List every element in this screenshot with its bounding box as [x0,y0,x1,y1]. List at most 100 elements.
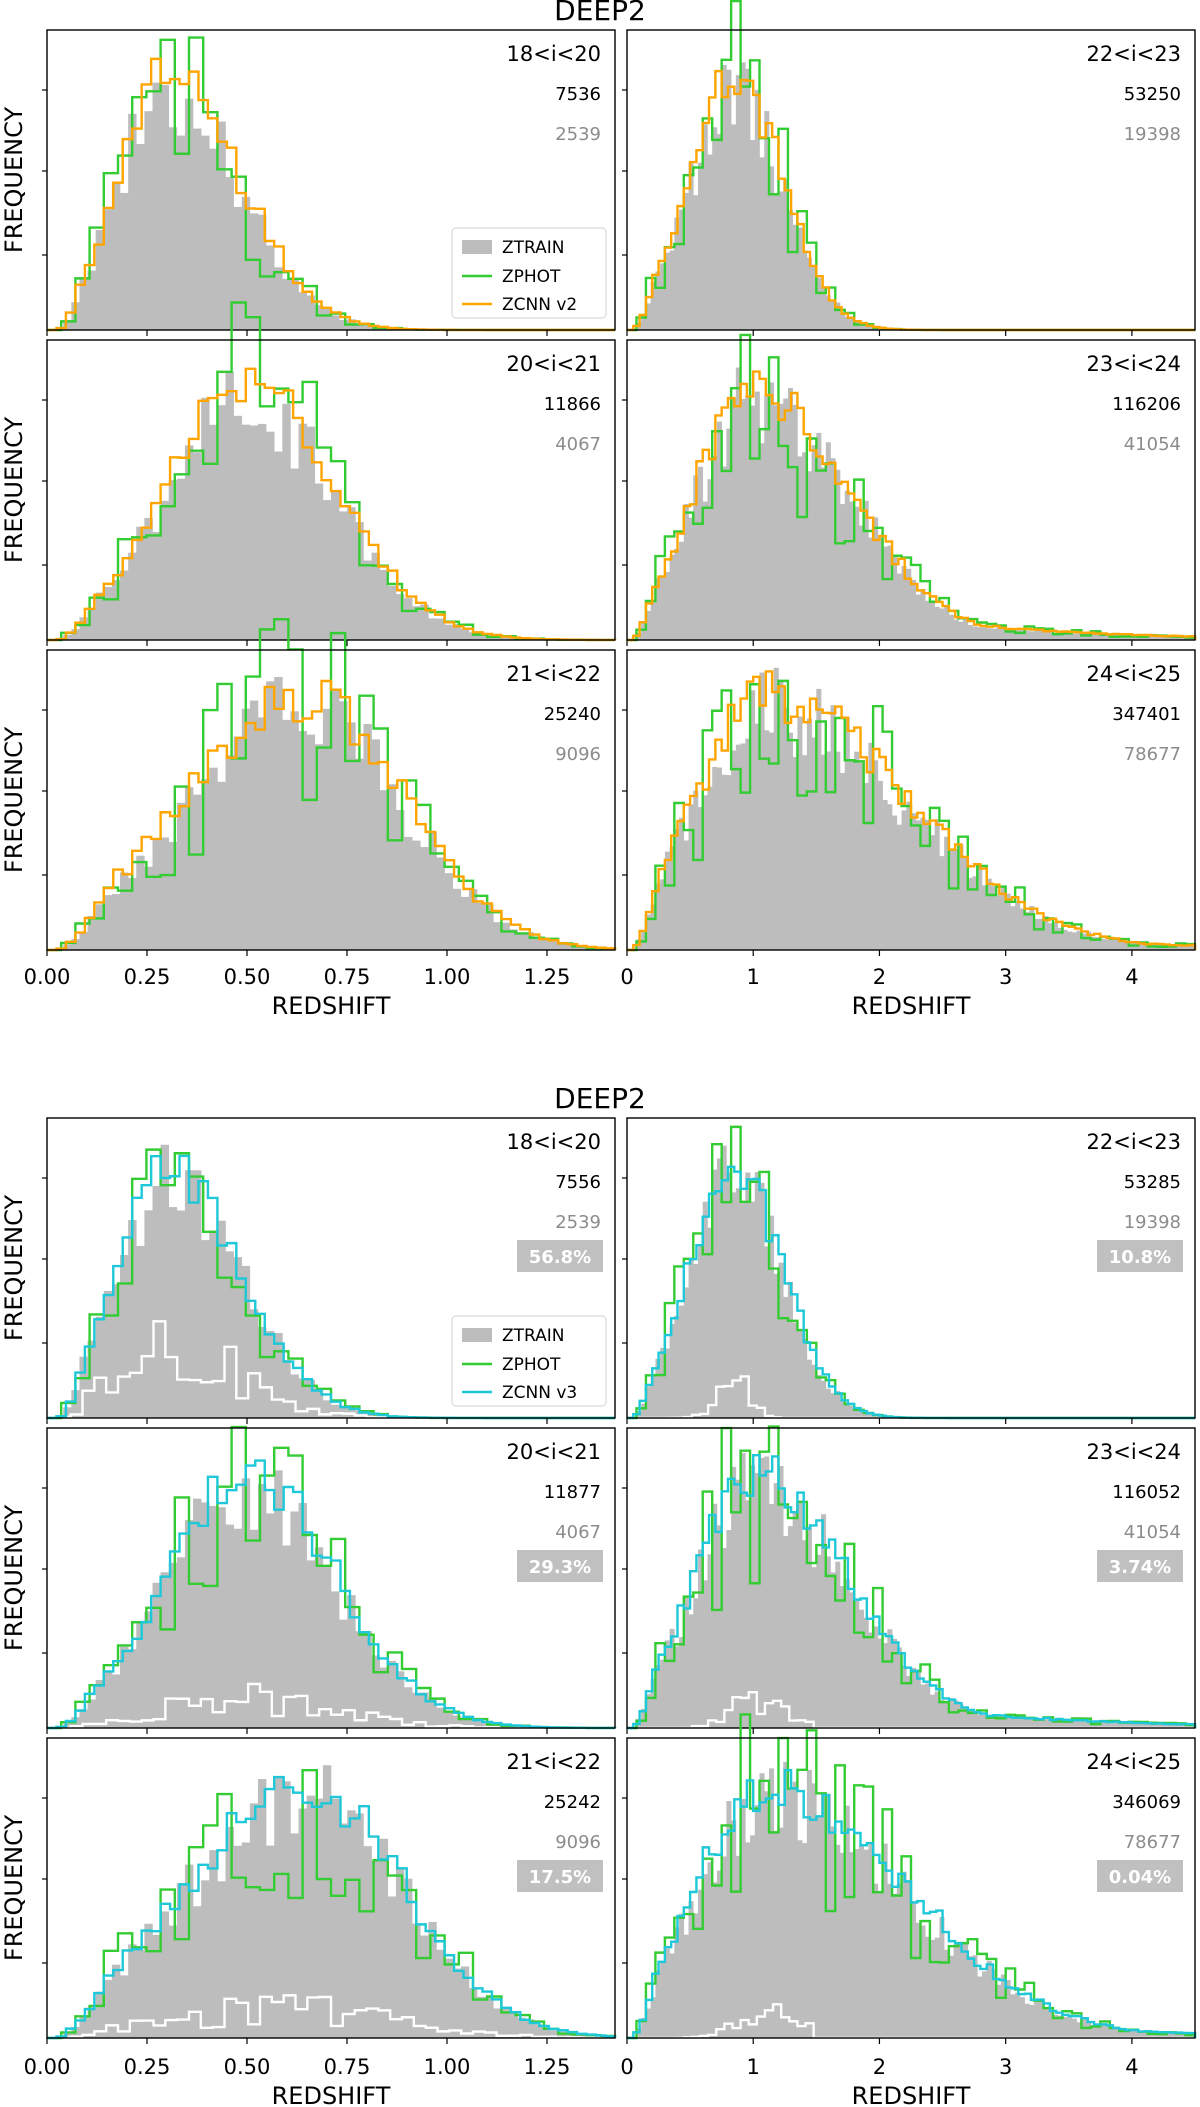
ztrain-bar [986,1960,992,2038]
y-axis-label: FREQUENCY [0,417,28,564]
sample-count-label: 53285 [1124,1172,1181,1193]
ztrain-bar [111,1674,121,1728]
ztrain-bar [322,307,332,330]
ztrain-bar [693,790,699,950]
ztrain-bar [721,1547,727,1728]
ztrain-bar [825,1556,831,1728]
ztrain-bar [650,602,656,640]
ztrain-bar [877,780,883,950]
sample-count-label: 25240 [544,704,601,725]
ztrain-bar [355,323,364,330]
ztrain-bar [816,1816,822,2038]
ztrain-bar [944,1949,950,2038]
ztrain-bar [509,637,518,640]
ztrain-bar [136,1245,145,1418]
ztrain-bar [314,1389,324,1418]
ztrain-bar [887,1883,893,2038]
ztrain-bar [201,1502,210,1728]
ztrain-bar [1076,1719,1082,1728]
ztrain-bar [395,1867,405,2038]
ztrain-bar [1114,1722,1120,1728]
ztrain-bar [1133,1722,1139,1728]
magnitude-range-label: 23<i<24 [1087,352,1181,376]
ztrain-bar [906,1882,912,2038]
ztrain-bar [830,705,836,950]
ztrain-bar [953,1700,959,1728]
ztrain-bar [217,121,226,330]
ztrain-bar [339,701,348,950]
ztrain-bar [821,287,827,330]
ztrain-bar [1171,2033,1177,2038]
ztrain-bar [977,1976,983,2038]
ztrain-bar [679,1913,685,2038]
training-count-label: 41054 [1124,1522,1181,1543]
ztrain-bar [726,1530,732,1728]
ztrain-bar [541,938,551,950]
legend: ZTRAIN ZPHOT ZCNN v3 [451,1315,607,1407]
ztrain-bar [168,842,178,950]
ztrain-bar [1010,1994,1016,2038]
ztrain-bar [929,600,935,640]
ztrain-bar [558,941,567,950]
ztrain-bar [731,750,737,950]
ztrain-bar [566,944,575,950]
ztrain-bar [773,1273,779,1418]
ztrain-bar [274,676,283,950]
ztrain-bar [468,1988,478,2038]
ztrain-bar [797,716,803,950]
ztrain-bar [915,1922,921,2038]
ztrain-bar [660,575,666,640]
ztrain-bar [693,1913,699,2038]
ztrain-bar [982,627,988,640]
ztrain-bar [152,1934,161,2038]
ztrain-bar [379,569,389,640]
ztrain-bar [726,69,732,330]
ztrain-bar [645,1386,651,1418]
ztrain-bar [87,270,96,330]
ztrain-bar [863,782,869,950]
ztrain-bar [322,500,332,640]
zcnn-histogram-line [47,679,617,952]
histogram-panel-21-i-22: 21<i<22 25240 9096 [42,618,617,956]
ztrain-bar [929,835,935,950]
ztrain-bar [858,525,864,640]
ztrain-bar [452,624,462,640]
ztrain-bar [707,1862,713,2038]
ztrain-bar [806,1359,812,1418]
ztrain-bar [225,371,234,640]
x-axis-label: REDSHIFT [272,2082,391,2107]
training-count-label: 4067 [555,1522,601,1543]
ztrain-bar [735,1855,741,2038]
ztrain-bar [1147,635,1153,640]
ztrain-bar [1152,1723,1158,1728]
ztrain-bar [958,621,964,640]
ztrain-bar [825,442,831,640]
ztrain-bar [493,922,502,950]
ztrain-bar [1034,918,1040,950]
ztrain-bar [209,767,218,950]
x-tick-label: 0.75 [324,965,371,989]
ztrain-bar [906,801,912,950]
ztrain-bar [811,445,817,640]
ztrain-bar [298,1808,307,2038]
ztrain-bar [1157,1724,1163,1728]
ztrain-bar [920,589,926,640]
ztrain-bar [371,1413,380,1418]
ztrain-bar [1043,916,1049,950]
ztrain-bar [1024,630,1030,640]
ztrain-bar [152,839,161,950]
ztrain-bar [982,1714,988,1728]
ztrain-bar [731,397,737,640]
fraction-badge [517,1240,603,1272]
ztrain-bar [1019,908,1025,950]
ztrain-bar [184,1170,194,1418]
ztrain-bar [802,250,808,330]
ztrain-bar [1105,2026,1111,2038]
ztrain-bar [802,1338,808,1418]
ztrain-bar [1171,636,1177,640]
ztrain-bar [986,628,992,640]
ztrain-bar [217,1881,226,2038]
ztrain-bar [485,1996,494,2038]
ztrain-bar [797,1330,803,1418]
ztrain-bar [844,716,850,950]
